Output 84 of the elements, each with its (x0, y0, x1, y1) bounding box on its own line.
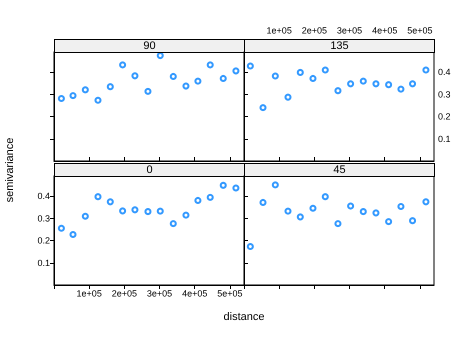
point (397, 86, 404, 93)
point (70, 92, 76, 100)
point (206, 61, 214, 68)
point (272, 181, 279, 188)
point (322, 193, 329, 200)
point (106, 83, 114, 90)
y-tick-label: 0.4 (438, 67, 451, 78)
x-tick-label: 2e+05 (302, 26, 328, 36)
point (94, 96, 102, 104)
y-tick-label: 0.2 (438, 112, 451, 122)
point (170, 72, 177, 80)
point (309, 74, 316, 82)
point (182, 82, 190, 90)
chart-title: 135 (244, 39, 435, 53)
y-tick-label: 0.1 (37, 258, 50, 268)
point (360, 208, 367, 216)
point (156, 208, 164, 215)
point (82, 86, 89, 94)
x-tick-label: 3e+05 (146, 288, 172, 298)
point (260, 104, 266, 112)
point (360, 78, 367, 85)
y-tick-label: 0.3 (37, 213, 50, 224)
x-tick-label: 1e+05 (266, 26, 292, 36)
point (372, 209, 380, 216)
x-tick-label: 4e+05 (182, 288, 208, 298)
y-tick-label: 0.1 (438, 134, 451, 144)
point (334, 87, 342, 94)
point (206, 194, 214, 201)
point (194, 196, 202, 204)
point (144, 88, 152, 95)
point (409, 217, 416, 224)
point (94, 193, 102, 200)
x-tick-label: 5e+05 (407, 26, 433, 36)
point (232, 184, 240, 192)
point (131, 72, 138, 80)
y-tick-label: 0.4 (37, 191, 50, 202)
point (119, 207, 126, 214)
point (232, 67, 240, 74)
point (144, 208, 152, 216)
chart-title: 45 (244, 163, 435, 177)
point (296, 213, 304, 220)
point (334, 220, 342, 228)
x-tick-label: 3e+05 (336, 26, 362, 36)
point (119, 61, 126, 68)
x-tick-label: 1e+05 (76, 288, 102, 298)
point (397, 202, 404, 210)
point (156, 52, 164, 60)
point (58, 224, 65, 232)
point (220, 182, 227, 189)
point (284, 94, 292, 101)
point (82, 212, 89, 220)
point (106, 198, 114, 206)
point (272, 72, 279, 80)
point (58, 94, 65, 102)
point (296, 68, 304, 76)
y-tick-label: 0.3 (438, 89, 451, 100)
point (246, 62, 254, 70)
y-axis-title: semivariance (4, 138, 16, 202)
point (385, 218, 392, 226)
chart-title: 0 (54, 163, 245, 177)
point (422, 198, 430, 206)
point (220, 74, 227, 82)
y-tick-label: 0.2 (37, 236, 50, 246)
x-tick-label: 2e+05 (112, 288, 138, 298)
x-tick-label: 4e+05 (372, 26, 398, 36)
point (422, 66, 430, 74)
chart-title: 90 (54, 39, 245, 53)
point (347, 80, 354, 88)
point (70, 231, 76, 238)
point (372, 80, 380, 88)
point (182, 212, 190, 219)
point (246, 243, 254, 250)
x-axis-title: distance (224, 311, 264, 323)
point (409, 80, 416, 88)
x-tick-label: 5e+05 (217, 288, 243, 298)
point (194, 78, 202, 85)
point (322, 66, 329, 74)
point (131, 206, 138, 214)
point (347, 202, 354, 210)
point (284, 208, 292, 215)
point (309, 204, 316, 212)
point (260, 198, 266, 206)
point (170, 220, 177, 228)
point (385, 81, 392, 88)
